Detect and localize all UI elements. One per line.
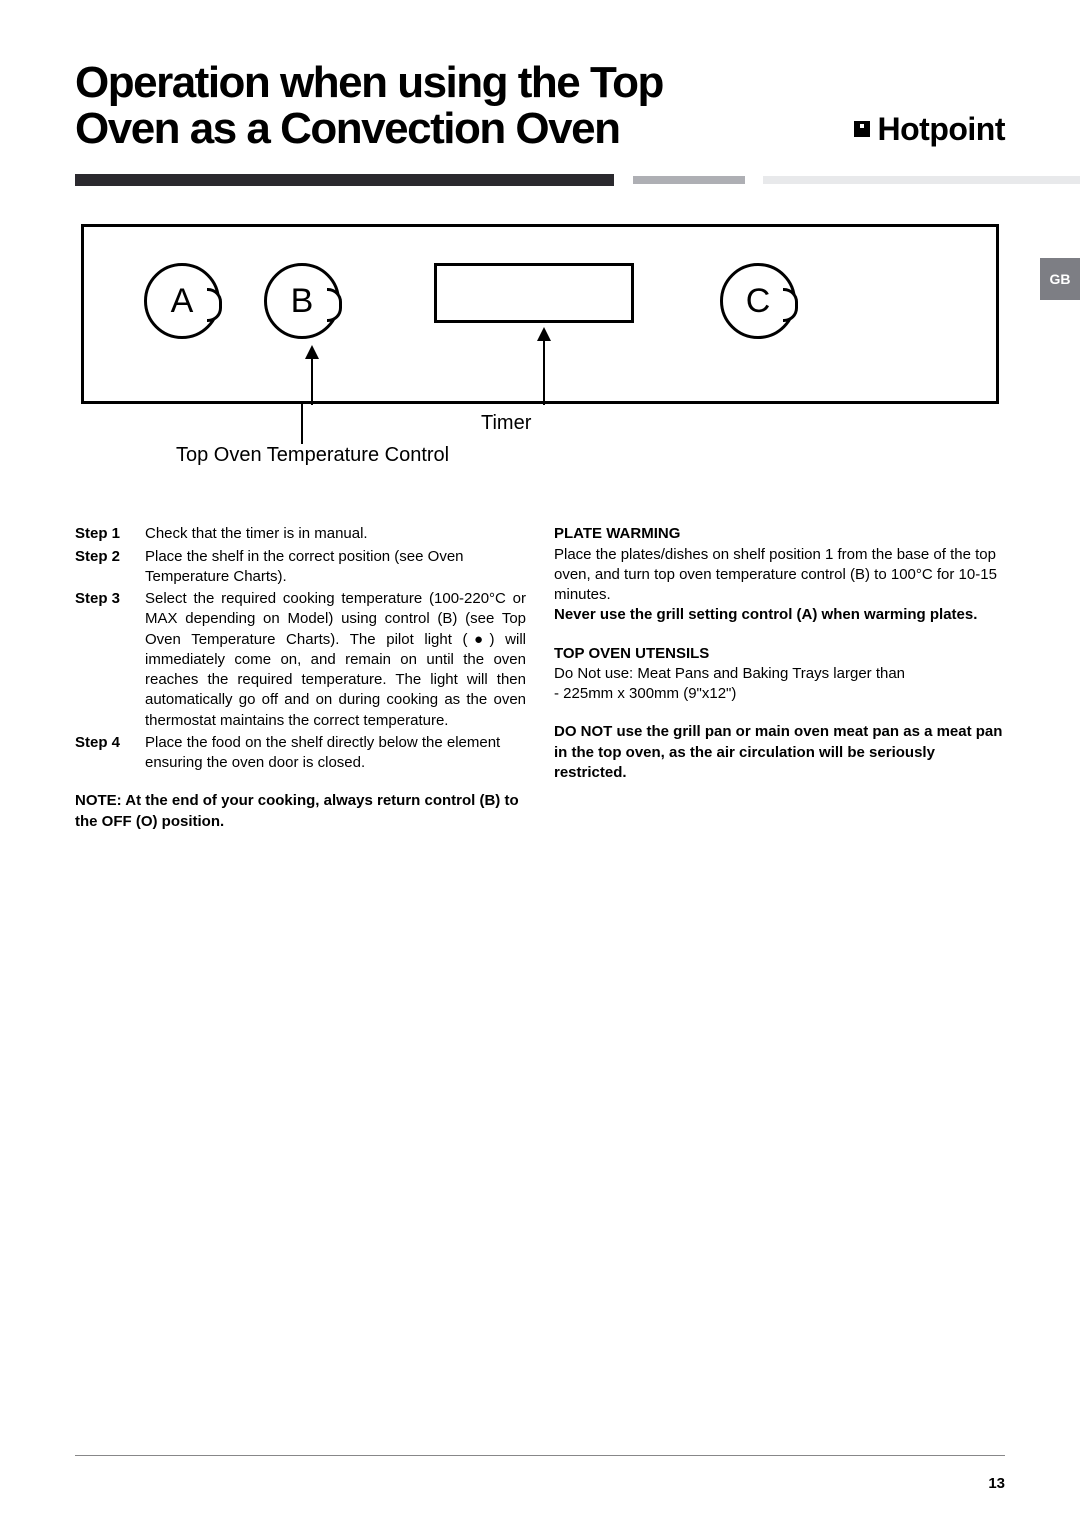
- step-text: Place the shelf in the correct position …: [145, 547, 526, 588]
- utensils-heading: TOP OVEN UTENSILS: [554, 644, 1005, 664]
- knob-b: B: [264, 263, 340, 339]
- step-label: Step 4: [75, 733, 145, 774]
- plate-warming-body: Place the plates/dishes on shelf positio…: [554, 545, 1005, 606]
- control-panel-diagram: A B C Timer Top Oven Temperature Control: [75, 224, 1005, 464]
- utensils-warning: DO NOT use the grill pan or main oven me…: [554, 722, 1005, 783]
- knob-a: A: [144, 263, 220, 339]
- step-label: Step 1: [75, 524, 145, 544]
- step-label: Step 2: [75, 547, 145, 588]
- step-text: Place the food on the shelf directly bel…: [145, 733, 526, 774]
- brand-logo: Hotpoint: [854, 111, 1006, 148]
- step-text: Select the required cooking temperature …: [145, 589, 526, 731]
- footer-rule: [75, 1455, 1005, 1456]
- header-separator: [75, 174, 1005, 186]
- brand-icon: [854, 121, 870, 137]
- control-label: Top Oven Temperature Control: [176, 444, 449, 467]
- step-text: Check that the timer is in manual.: [145, 524, 526, 544]
- timer-label: Timer: [481, 412, 531, 435]
- arrow-up-icon: [302, 345, 322, 405]
- page-number: 13: [988, 1475, 1005, 1492]
- page-title-line2: Oven as a Convection Oven: [75, 106, 619, 152]
- connector-line: [301, 404, 303, 444]
- timer-display-rect: [434, 263, 634, 323]
- brand-text: Hotpoint: [878, 111, 1006, 148]
- arrow-up-icon: [534, 327, 554, 405]
- language-tab: GB: [1040, 258, 1080, 300]
- utensils-body: Do Not use: Meat Pans and Baking Trays l…: [554, 664, 1005, 684]
- note-text: NOTE: At the end of your cooking, always…: [75, 791, 526, 832]
- page-title-line1: Operation when using the Top: [75, 60, 1005, 106]
- utensils-body: - 225mm x 300mm (9"x12"): [554, 684, 1005, 704]
- step-label: Step 3: [75, 589, 145, 731]
- right-column: PLATE WARMING Place the plates/dishes on…: [554, 524, 1005, 832]
- plate-warming-heading: PLATE WARMING: [554, 524, 1005, 544]
- left-column: Step 1 Check that the timer is in manual…: [75, 524, 526, 832]
- plate-warming-warning: Never use the grill setting control (A) …: [554, 605, 1005, 625]
- knob-c: C: [720, 263, 796, 339]
